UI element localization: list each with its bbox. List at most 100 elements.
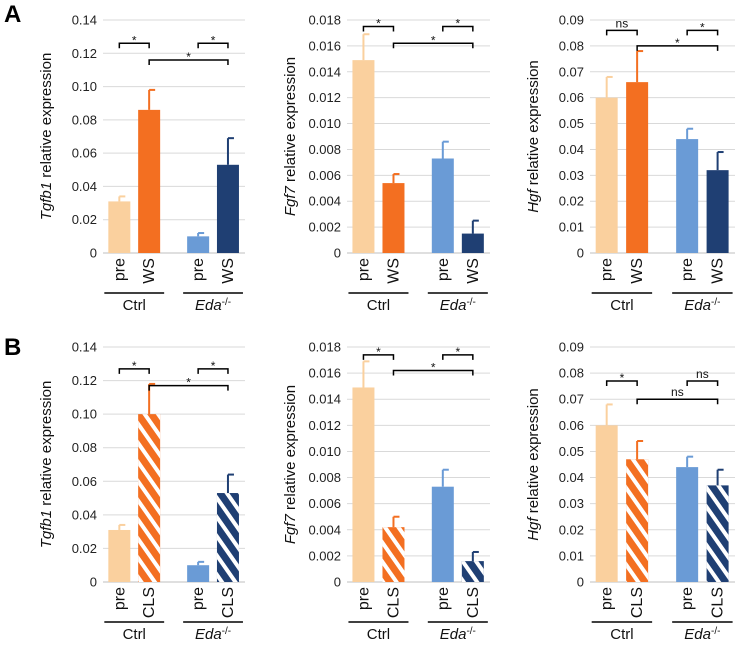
y-tick-label: 0.002 xyxy=(308,220,341,235)
chart-a-hgf: 0 0.01 0.02 0.03 0.04 0.05 0.06 0.07 0.08 0.09 Hgf… xyxy=(525,13,735,314)
y-axis-unit: relative expression xyxy=(525,60,542,189)
chart-b-fgf7: 0 0.002 0.004 0.006 0.008 0.010 0.012 0.014 0.01… xyxy=(282,340,490,643)
y-axis-unit: relative expression xyxy=(38,381,55,510)
significance-bracket xyxy=(148,384,229,391)
y-tick-label: 0.004 xyxy=(308,522,341,537)
bar xyxy=(461,233,484,253)
y-tick-label: 0.010 xyxy=(308,116,341,131)
y-tick-label: 0.002 xyxy=(308,548,341,563)
category-label: pre xyxy=(679,258,696,281)
y-axis-label: Tgfb1 relative expression xyxy=(38,381,55,549)
significance-bracket xyxy=(636,398,719,405)
category-label: CLS xyxy=(220,587,237,618)
group-label: Eda-/- xyxy=(684,626,720,644)
bar xyxy=(431,486,454,582)
group-label-text: Ctrl xyxy=(367,297,390,314)
significance-bracket xyxy=(686,29,719,36)
group-label: Ctrl xyxy=(123,626,146,643)
y-axis-gene: Hgf xyxy=(525,516,542,541)
y-tick-label: 0.018 xyxy=(308,13,341,28)
group-label-text: Ctrl xyxy=(610,297,633,314)
category-label: CLS xyxy=(141,587,158,618)
bar xyxy=(706,170,729,253)
y-tick-label: 0.04 xyxy=(72,179,97,194)
group-label-sup: -/- xyxy=(222,626,231,637)
bar-hatch xyxy=(382,527,405,582)
y-tick-label: 0.10 xyxy=(72,79,97,94)
bar-hatch xyxy=(626,459,649,582)
panel-letter-a: A xyxy=(4,1,21,28)
category-label: WS xyxy=(629,258,646,284)
bar xyxy=(187,565,210,582)
y-tick-label: 0.07 xyxy=(559,64,584,79)
y-axis-label: Hgf relative expression xyxy=(525,388,542,541)
y-tick-label: 0.12 xyxy=(72,373,97,388)
group-label: Eda-/- xyxy=(440,297,476,315)
y-axis-label: Fgf7 relative expression xyxy=(282,385,299,544)
bar-hatch xyxy=(138,414,161,582)
y-tick-label: 0 xyxy=(90,575,97,590)
group-label-sup: -/- xyxy=(466,297,475,308)
significance-bracket xyxy=(362,354,395,360)
y-axis-label: Hgf relative expression xyxy=(525,60,542,213)
y-axis-gene: Hgf xyxy=(525,188,542,213)
y-tick-label: 0 xyxy=(577,246,584,261)
significance-label: * xyxy=(675,36,680,50)
category-label: pre xyxy=(599,258,616,281)
significance-label: * xyxy=(186,50,191,64)
y-tick-label: 0.008 xyxy=(308,470,341,485)
category-label: WS xyxy=(710,258,727,284)
y-tick-label: 0.06 xyxy=(72,146,97,161)
bar xyxy=(108,529,131,582)
significance-label: * xyxy=(211,359,216,373)
y-tick-label: 0.016 xyxy=(308,38,341,53)
bar xyxy=(431,158,454,253)
bar xyxy=(382,183,405,253)
group-label-sup: -/- xyxy=(711,626,720,637)
category-label: pre xyxy=(355,587,372,610)
category-label: pre xyxy=(679,587,696,610)
significance-label: * xyxy=(700,20,705,34)
bar-hatch xyxy=(461,561,484,582)
category-label: CLS xyxy=(710,587,727,618)
y-tick-label: 0.03 xyxy=(559,496,584,511)
y-tick-label: 0.006 xyxy=(308,168,341,183)
y-axis-unit: relative expression xyxy=(282,57,299,186)
y-tick-label: 0.008 xyxy=(308,142,341,157)
y-tick-label: 0.08 xyxy=(559,366,584,381)
group-label-sup: -/- xyxy=(222,297,231,308)
group-label-text: Eda xyxy=(440,626,467,643)
bar xyxy=(626,82,649,253)
group-label: Ctrl xyxy=(610,297,633,314)
significance-label: * xyxy=(186,376,191,390)
y-tick-label: 0.02 xyxy=(72,541,97,556)
y-tick-label: 0.03 xyxy=(559,168,584,183)
y-tick-label: 0.06 xyxy=(559,90,584,105)
bar xyxy=(676,467,699,582)
y-axis-unit: relative expression xyxy=(38,53,55,182)
bar xyxy=(108,201,131,253)
bar xyxy=(352,60,375,253)
y-tick-label: 0 xyxy=(334,246,341,261)
bar-hatch xyxy=(216,493,239,582)
significance-label: ns xyxy=(696,367,709,381)
significance-label: * xyxy=(376,16,381,30)
group-label-text: Ctrl xyxy=(123,626,146,643)
bar xyxy=(676,139,699,253)
y-tick-label: 0.09 xyxy=(559,13,584,28)
significance-bracket xyxy=(118,368,150,374)
category-label: pre xyxy=(355,258,372,281)
significance-bracket xyxy=(605,29,638,36)
y-tick-label: 0.012 xyxy=(308,418,341,433)
significance-bracket xyxy=(686,380,719,386)
bar xyxy=(595,425,618,582)
y-axis-gene: Tgfb1 xyxy=(38,182,55,220)
category-label: pre xyxy=(111,587,128,610)
y-tick-label: 0.14 xyxy=(72,340,97,355)
significance-bracket xyxy=(636,45,719,51)
significance-label: * xyxy=(132,359,137,373)
significance-label: * xyxy=(376,345,381,359)
y-axis-label: Fgf7 relative expression xyxy=(282,57,299,216)
group-label: Eda-/- xyxy=(195,626,231,644)
